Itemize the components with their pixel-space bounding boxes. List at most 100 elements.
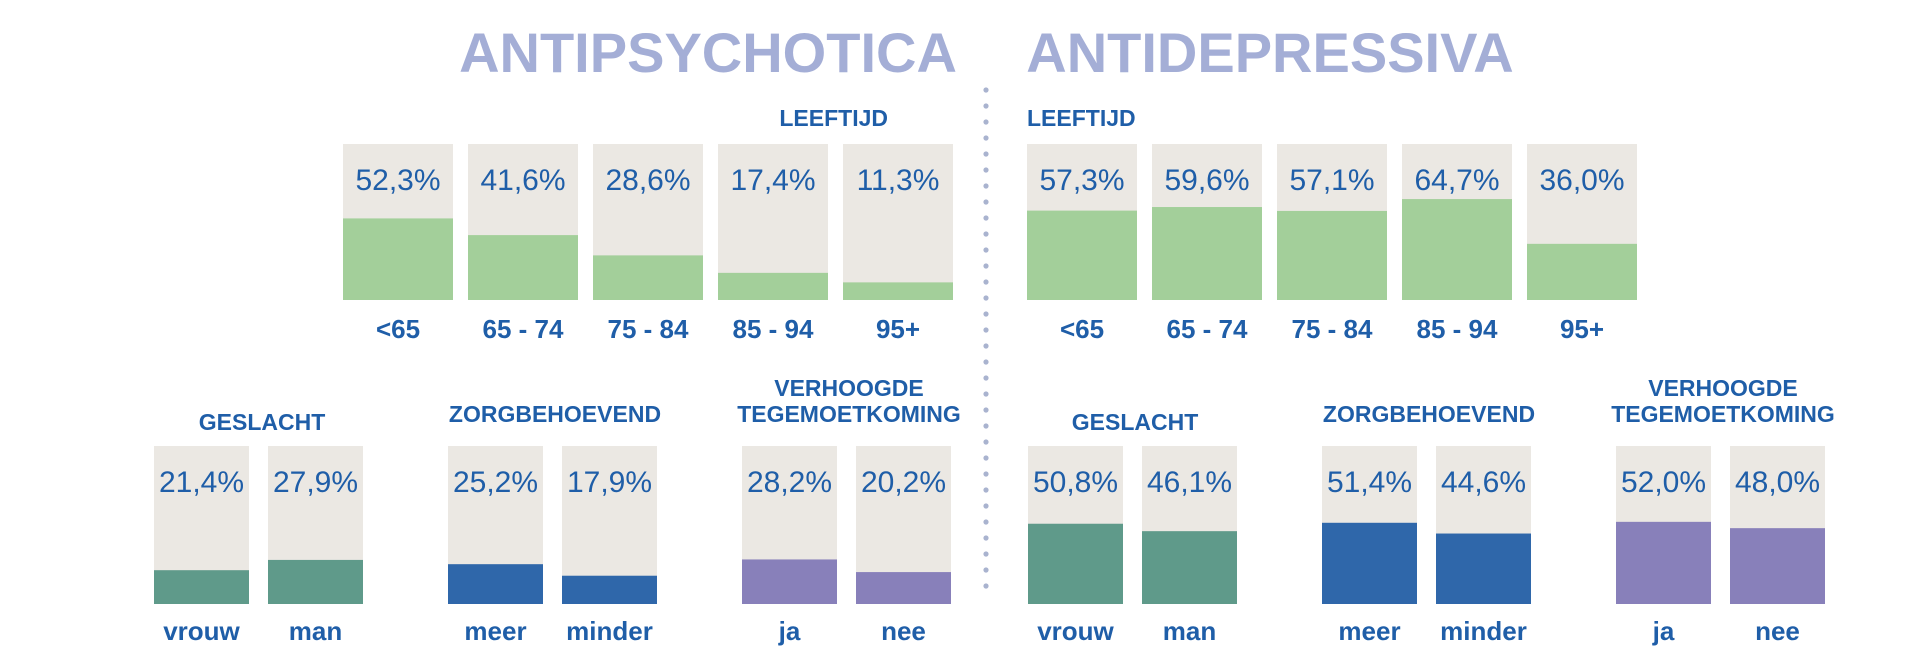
bar-minder [562, 575, 657, 604]
group-heading: VERHOOGDE TEGEMOETKOMING [1611, 375, 1835, 427]
value-label-ja: 52,0% [1621, 466, 1706, 499]
bar-85-94 [718, 272, 828, 300]
bar-minder [1436, 533, 1531, 604]
category-label-nee: nee [881, 616, 926, 646]
category-label-man: man [1163, 616, 1216, 646]
divider-dot [983, 535, 989, 541]
divider-dot [983, 503, 989, 509]
divider-dot [983, 487, 989, 493]
value-label-65: 57,3% [1039, 164, 1124, 197]
group-antipsychotica-leeftijd: LEEFTIJD 52,3% <65 41,6% 65 - 74 28,6% 75 - 84… [343, 105, 953, 344]
group-antipsychotica-zorgbehoevend: ZORGBEHOEVEND 25,2% meer 17,9% minder [448, 401, 661, 646]
category-label-65: <65 [376, 314, 420, 344]
category-label-ja: ja [778, 616, 801, 646]
category-label-65: <65 [1060, 314, 1104, 344]
divider-dot [983, 119, 989, 125]
bar-95 [843, 282, 953, 300]
value-label-65-74: 41,6% [480, 164, 565, 197]
bar-85-94 [1402, 199, 1512, 300]
group-heading: ZORGBEHOEVEND [1323, 401, 1535, 427]
value-label-65-74: 59,6% [1164, 164, 1249, 197]
group-heading: LEEFTIJD [779, 105, 888, 131]
divider-dot [983, 375, 989, 381]
panel-title-antidepressiva: ANTIDEPRESSIVA [1026, 21, 1513, 84]
category-label-75-84: 75 - 84 [1292, 314, 1373, 344]
bar-vrouw [1028, 523, 1123, 604]
value-label-vrouw: 21,4% [159, 466, 244, 499]
group-antipsychotica-verhoogde-tegemoetkoming: VERHOOGDE TEGEMOETKOMING 28,2% ja 20,2% nee [737, 375, 961, 646]
value-label-man: 27,9% [273, 466, 358, 499]
bar-65-74 [1152, 207, 1262, 300]
divider-dot [983, 551, 989, 557]
bar-75-84 [593, 255, 703, 300]
divider-dot [983, 359, 989, 365]
bar-65 [343, 218, 453, 300]
category-label-vrouw: vrouw [163, 616, 240, 646]
panel-divider [983, 87, 989, 589]
bar-65-74 [468, 235, 578, 300]
value-label-meer: 51,4% [1327, 466, 1412, 499]
value-label-nee: 20,2% [861, 466, 946, 499]
divider-dot [983, 87, 989, 93]
category-label-man: man [289, 616, 342, 646]
divider-dot [983, 151, 989, 157]
divider-dot [983, 391, 989, 397]
group-heading: GESLACHT [1072, 409, 1199, 435]
bar-vrouw [154, 570, 249, 604]
divider-dot [983, 423, 989, 429]
divider-dot [983, 583, 989, 589]
bar-65 [1027, 210, 1137, 300]
bar-95 [1527, 243, 1637, 300]
value-label-95: 11,3% [857, 164, 940, 197]
divider-dot [983, 231, 989, 237]
category-label-65-74: 65 - 74 [1167, 314, 1248, 344]
value-label-85-94: 64,7% [1414, 164, 1499, 197]
value-label-man: 46,1% [1147, 466, 1232, 499]
category-label-meer: meer [1338, 616, 1400, 646]
bar-man [268, 559, 363, 604]
bar-nee [856, 572, 951, 604]
divider-dot [983, 263, 989, 269]
panel-title-antipsychotica: ANTIPSYCHOTICA [459, 21, 957, 84]
bar-nee [1730, 528, 1825, 604]
bar-groups: LEEFTIJD 52,3% <65 41,6% 65 - 74 28,6% 75 - 84… [154, 105, 1835, 646]
value-label-75-84: 57,1% [1289, 164, 1374, 197]
value-label-minder: 44,6% [1441, 466, 1526, 499]
value-label-95: 36,0% [1539, 164, 1624, 197]
divider-dot [983, 247, 989, 253]
category-label-65-74: 65 - 74 [483, 314, 564, 344]
bar-75-84 [1277, 210, 1387, 300]
value-label-nee: 48,0% [1735, 466, 1820, 499]
category-label-nee: nee [1755, 616, 1800, 646]
group-antidepressiva-zorgbehoevend: ZORGBEHOEVEND 51,4% meer 44,6% minder [1322, 401, 1535, 646]
category-label-ja: ja [1652, 616, 1675, 646]
divider-dot [983, 455, 989, 461]
divider-dot [983, 279, 989, 285]
divider-dot [983, 135, 989, 141]
category-label-85-94: 85 - 94 [1417, 314, 1498, 344]
category-label-75-84: 75 - 84 [608, 314, 689, 344]
category-label-minder: minder [566, 616, 653, 646]
bar-ja [742, 559, 837, 604]
divider-dot [983, 471, 989, 477]
divider-dot [983, 199, 989, 205]
divider-dot [983, 103, 989, 109]
divider-dot [983, 311, 989, 317]
divider-dot [983, 327, 989, 333]
bar-track-95 [843, 144, 953, 300]
divider-dot [983, 183, 989, 189]
divider-dot [983, 295, 989, 301]
divider-dot [983, 519, 989, 525]
bar-meer [1322, 522, 1417, 604]
category-label-vrouw: vrouw [1037, 616, 1114, 646]
value-label-85-94: 17,4% [730, 164, 815, 197]
group-heading: LEEFTIJD [1027, 105, 1136, 131]
divider-dot [983, 407, 989, 413]
divider-dot [983, 167, 989, 173]
category-label-95: 95+ [1560, 314, 1604, 344]
bar-man [1142, 531, 1237, 604]
group-antipsychotica-geslacht: GESLACHT 21,4% vrouw 27,9% man [154, 409, 363, 646]
group-antidepressiva-verhoogde-tegemoetkoming: VERHOOGDE TEGEMOETKOMING 52,0% ja 48,0% nee [1611, 375, 1835, 646]
category-label-minder: minder [1440, 616, 1527, 646]
